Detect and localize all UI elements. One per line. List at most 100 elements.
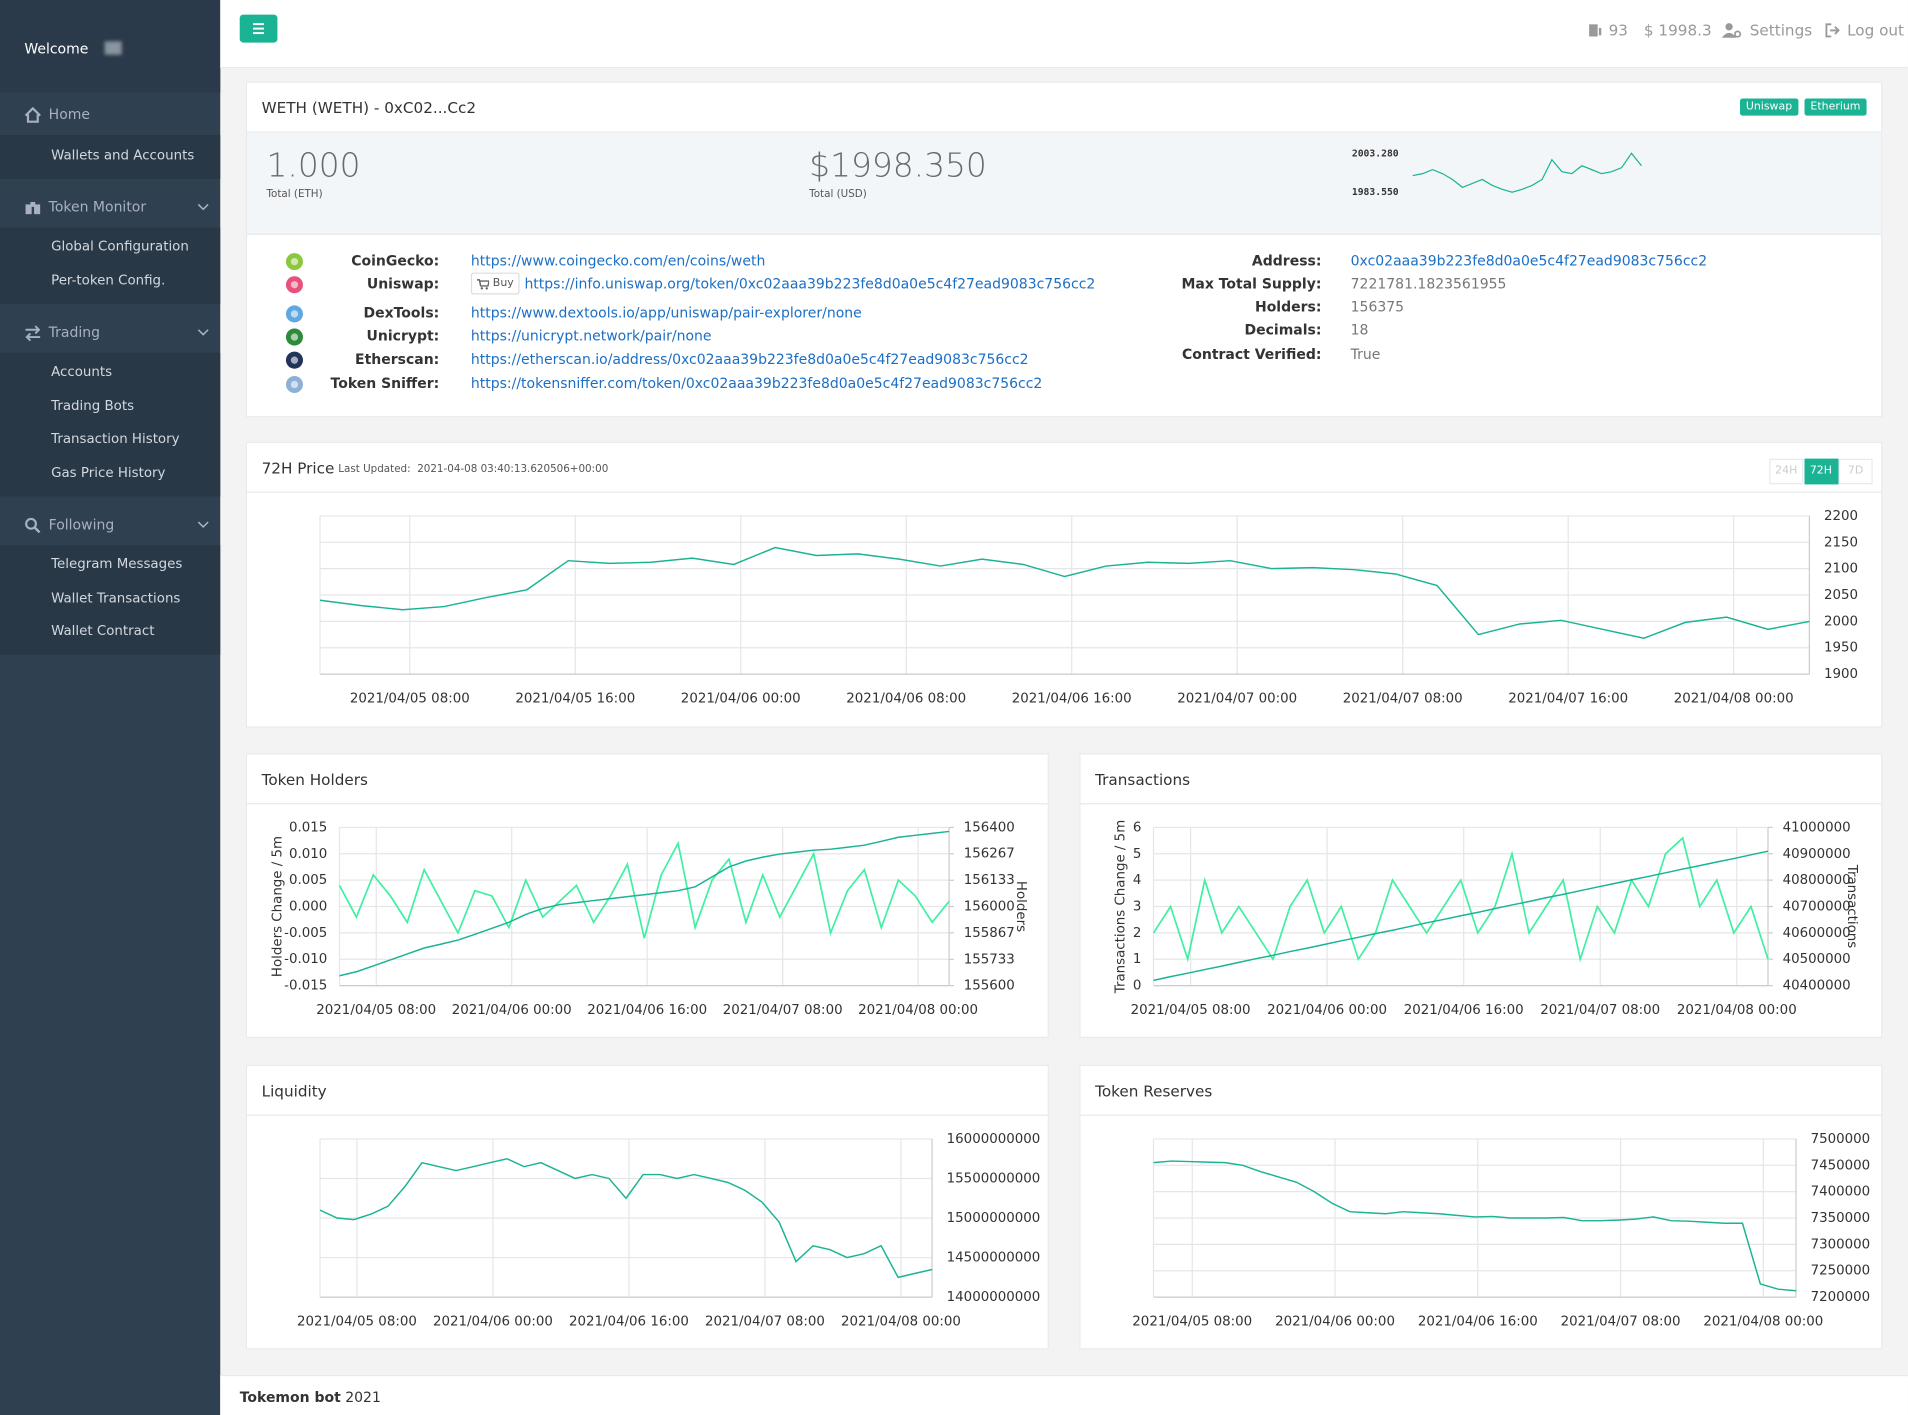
y-tick-label: 15000000000 — [947, 1211, 1041, 1226]
nav-subitem[interactable]: Trading Bots — [51, 397, 135, 414]
y-tick-label: 7500000 — [1811, 1132, 1871, 1147]
y-tick-label: 14000000000 — [947, 1290, 1041, 1305]
nav-item[interactable]: Trading — [0, 315, 220, 349]
link-url[interactable]: https://tokensniffer.com/token/0xc02aaa3… — [470, 374, 1043, 392]
y-tick-label: 2100 — [1824, 562, 1858, 577]
y-tick-label: 2050 — [1824, 588, 1858, 603]
footer-brand: Tokemon bot — [239, 1388, 341, 1406]
reserves-chart: 7200000 7250000 7300000 7350000 7400000 74500… — [1132, 1132, 1871, 1330]
transactions-chart: 0 1 2 3 4 5 6 40400000 40500000 40600000 40700000 4… — [1114, 820, 1859, 1018]
y2-tick-label: 156000 — [964, 900, 1015, 915]
settings-icon — [1721, 23, 1742, 38]
y2-tick-label: 40400000 — [1783, 979, 1851, 994]
x-tick-label: 2021/04/05 16:00 — [515, 691, 635, 706]
card-header — [247, 443, 1882, 493]
y-tick-label: 2200 — [1824, 509, 1858, 524]
y-tick-label: 14500000000 — [947, 1251, 1041, 1266]
card-title: Token Reserves — [1095, 1081, 1213, 1100]
x-tick-label: 2021/04/06 16:00 — [1012, 691, 1132, 706]
spark-line — [1412, 152, 1642, 193]
y-tick-label: 1 — [1133, 952, 1142, 967]
card-title: 72H Price — [261, 458, 335, 477]
link-url[interactable]: https://info.uniswap.org/token/0xc02aaa3… — [524, 274, 1096, 293]
holders-chart: -0.015 -0.010 -0.005 0.000 0.005 0.010 0.015 15… — [270, 820, 1027, 1018]
nav-subitem[interactable]: Wallets and Accounts — [51, 146, 195, 163]
token-title: WETH (WETH) - 0xC02...Cc2 — [261, 98, 477, 117]
link-label: Etherscan: — [355, 350, 440, 368]
y-tick-label: -0.010 — [284, 952, 327, 967]
source-icon — [285, 351, 303, 369]
y-tick-label: 16000000000 — [947, 1132, 1041, 1147]
nav-subitem[interactable]: Telegram Messages — [51, 556, 183, 572]
nav-subitem[interactable]: Accounts — [51, 363, 113, 380]
stat-label: Total (USD) — [809, 188, 867, 201]
x-tick-label: 2021/04/07 08:00 — [1561, 1314, 1681, 1329]
card-header — [247, 83, 1882, 133]
liquidity-card: Liquidity 14000000000 14500000000 15000000… — [245, 1064, 1049, 1350]
link-label: Token Sniffer: — [330, 374, 440, 392]
nav-subitem[interactable]: Wallet Contract — [51, 623, 155, 639]
settings-link[interactable]: Settings — [1749, 20, 1813, 39]
footer-year: 2021 — [345, 1388, 381, 1406]
nav-submenu: Wallets and Accounts — [0, 135, 221, 179]
source-icon — [285, 253, 303, 271]
logout-link[interactable]: Log out — [1847, 20, 1905, 39]
link-url[interactable]: https://etherscan.io/address/0xc02aaa39b… — [470, 350, 1029, 368]
source-icon — [285, 305, 303, 323]
nav-subitem[interactable]: Global Configuration — [51, 238, 189, 255]
y2-tick-label: 40900000 — [1783, 847, 1851, 862]
link-url[interactable]: https://www.dextools.io/app/uniswap/pair… — [470, 304, 862, 322]
property-value[interactable]: 0xc02aaa39b223fe8d0a0e5c4f27ead9083c756c… — [1350, 251, 1708, 269]
x-tick-label: 2021/04/06 00:00 — [1267, 1003, 1387, 1018]
link-url[interactable]: https://www.coingecko.com/en/coins/weth — [470, 251, 766, 269]
chevron — [197, 203, 209, 210]
link-label: Unicrypt: — [366, 327, 440, 345]
y-tick-label: 0.010 — [289, 847, 327, 862]
transactions-card: Transactions 0 1 2 3 4 5 6 40400000 40500000 4060… — [1079, 753, 1883, 1038]
cart-icon — [476, 279, 490, 290]
y2-tick-label: 40500000 — [1783, 952, 1851, 967]
footer: Tokemon bot 2021 — [220, 1374, 1908, 1415]
menu-toggle[interactable] — [239, 14, 278, 43]
footer-text: Tokemon bot 2021 — [240, 1387, 381, 1406]
x-tick-label: 2021/04/06 16:00 — [1404, 1003, 1524, 1018]
y-tick-label: -0.015 — [284, 979, 327, 994]
link-url[interactable]: https://unicrypt.network/pair/none — [470, 327, 712, 345]
y2-tick-label: 155600 — [964, 979, 1015, 994]
nav-subitem[interactable]: Gas Price History — [51, 464, 166, 481]
range-button[interactable]: 24H — [1769, 458, 1804, 485]
series-line — [319, 1157, 933, 1279]
nav-icon — [24, 107, 41, 123]
y2-tick-label: 156267 — [964, 847, 1015, 862]
series-line — [319, 546, 1810, 639]
source-icon — [285, 276, 303, 294]
menu-icon — [253, 23, 265, 35]
x-tick-label: 2021/04/06 16:00 — [1418, 1314, 1538, 1329]
property-value: 156375 — [1350, 298, 1405, 316]
source-icon — [285, 328, 303, 346]
nav-item[interactable]: Following — [0, 507, 220, 541]
nav-subitem[interactable]: Per-token Config. — [51, 271, 166, 288]
card-header — [1080, 1066, 1882, 1116]
nav-item[interactable]: Token Monitor — [0, 189, 220, 223]
y-tick-label: 0 — [1133, 979, 1142, 994]
y2-tick-label: 155867 — [964, 926, 1015, 941]
x-tick-label: 2021/04/08 00:00 — [841, 1314, 961, 1329]
nav-subitem[interactable]: Transaction History — [51, 430, 180, 447]
y-tick-label: 7250000 — [1811, 1264, 1871, 1279]
y-tick-label: 2150 — [1824, 535, 1858, 550]
x-tick-label: 2021/04/07 08:00 — [705, 1314, 825, 1329]
nav-subitem[interactable]: Wallet Transactions — [51, 589, 181, 606]
range-button[interactable]: 72H — [1803, 458, 1838, 485]
nav-item[interactable]: Home — [0, 97, 220, 131]
x-tick-label: 2021/04/05 08:00 — [316, 1003, 436, 1018]
series-line — [339, 830, 950, 977]
badge: Uniswap — [1739, 98, 1799, 116]
buy-button[interactable]: Buy — [470, 272, 520, 295]
y-tick-label: 7350000 — [1811, 1211, 1871, 1226]
nav-label: Token Monitor — [48, 197, 147, 215]
x-tick-label: 2021/04/06 00:00 — [452, 1003, 572, 1018]
buy-label: Buy — [492, 277, 514, 290]
range-button[interactable]: 7D — [1838, 458, 1873, 485]
